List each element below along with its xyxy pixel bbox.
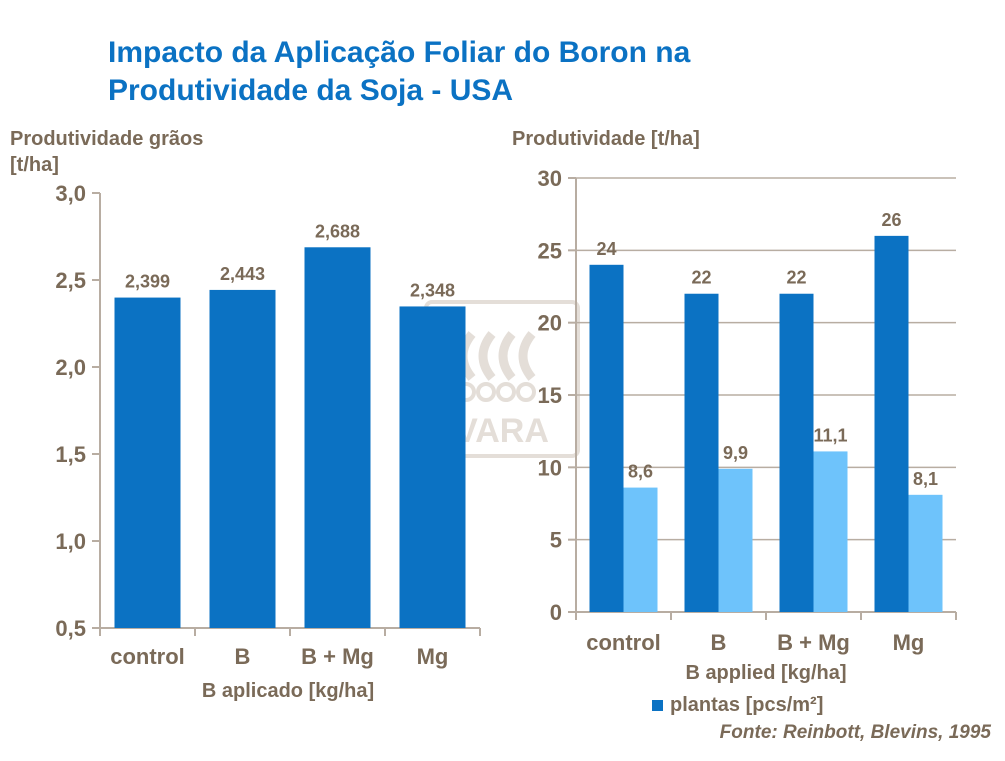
right-chart-data-label-series-2: 8,6	[628, 462, 653, 482]
right-chart-x-tick-label: B + Mg	[777, 630, 850, 655]
right-chart-x-axis-label: B applied [kg/ha]	[685, 662, 847, 684]
left-chart-x-tick-label: control	[110, 644, 185, 669]
left-chart-bar	[114, 297, 181, 628]
left-chart-x-tick-label: Mg	[417, 644, 449, 669]
right-chart-data-label-series-1: 22	[786, 268, 806, 288]
right-chart-y-tick-label: 10	[538, 455, 562, 480]
left-chart-data-label: 2,399	[125, 272, 170, 292]
right-chart-y-tick-label: 15	[538, 383, 562, 408]
legend-swatch-plantas	[652, 700, 663, 711]
right-chart-data-label-series-2: 9,9	[723, 443, 748, 463]
left-chart-bar	[304, 247, 371, 628]
right-chart-legend: plantas [pcs/m²]	[652, 694, 823, 717]
watermark-arc-4	[518, 331, 536, 381]
legend-label-plantas: plantas [pcs/m²]	[670, 694, 824, 716]
right-chart-y-tick-label: 25	[538, 238, 562, 263]
right-chart-bar-series-1	[589, 264, 624, 612]
right-chart-bar-series-1	[874, 235, 909, 612]
right-chart-y-axis-label: Produtividade [t/ha]	[512, 128, 700, 150]
right-chart-bar-series-1	[684, 293, 719, 612]
right-chart-y-tick-label: 20	[538, 311, 562, 336]
left-chart-y-tick-label: 3,0	[55, 181, 86, 206]
chart-title-line-1: Impacto da Aplicação Foliar do Boron na	[108, 36, 691, 69]
left-chart-y-axis-label-line-1: Produtividade grãos	[10, 128, 204, 150]
right-chart-y-tick-label: 30	[538, 166, 562, 191]
right-chart-bar-series-2	[623, 487, 658, 612]
right-chart-bar-series-2	[718, 468, 753, 612]
left-chart-x-tick-label: B	[235, 644, 251, 669]
right-chart-x-tick-label: B	[711, 630, 727, 655]
left-chart-bar	[399, 306, 466, 628]
watermark-arc-2	[478, 331, 496, 381]
source-citation: Fonte: Reinbott, Blevins, 1995	[719, 722, 991, 743]
left-chart-data-label: 2,443	[220, 264, 265, 284]
left-chart-y-tick-label: 1,5	[55, 442, 86, 467]
right-chart-x-tick-label: control	[586, 630, 661, 655]
left-chart-x-tick-label: B + Mg	[301, 644, 374, 669]
chart-title-line-2: Produtividade da Soja - USA	[108, 74, 514, 107]
left-chart-y-tick-label: 0,5	[55, 616, 86, 641]
right-chart-bar-series-2	[813, 451, 848, 612]
left-chart-data-label: 2,348	[410, 280, 455, 300]
left-chart-y-axis-label-line-2: [t/ha]	[10, 154, 59, 176]
right-chart-bar-series-2	[908, 494, 943, 612]
left-chart-bar	[209, 289, 276, 628]
right-chart-data-label-series-1: 26	[881, 210, 901, 230]
right-chart-x-tick-label: Mg	[893, 630, 925, 655]
right-chart-bar-series-1	[779, 293, 814, 612]
right-chart-y-tick-label: 5	[550, 528, 562, 553]
left-chart-y-tick-label: 2,5	[55, 268, 86, 293]
watermark-arc-3	[498, 331, 516, 381]
left-chart-y-tick-label: 1,0	[55, 529, 86, 554]
right-chart-data-label-series-1: 24	[596, 239, 616, 259]
watermark-ship-dot-2	[476, 382, 496, 402]
right-chart: 0 5 10 15 20 25 30 24 8,6 control 22 9,9 B 22 11,1 B + …	[538, 166, 957, 655]
watermark-ship-dot-4	[516, 382, 536, 402]
chart-title: Impacto da Aplicação Foliar do Boron na …	[108, 34, 968, 110]
watermark-ship-dot-3	[496, 382, 516, 402]
right-chart-data-label-series-2: 11,1	[813, 425, 847, 445]
watermark-text: VARA	[455, 412, 549, 450]
left-chart: 0,5 1,0 1,5 2,0 2,5 3,0 2,399 control 2,443 B 2,68…	[55, 181, 481, 669]
left-chart-y-tick-label: 2,0	[55, 355, 86, 380]
left-chart-x-axis-label: B aplicado [kg/ha]	[201, 680, 375, 702]
right-chart-data-label-series-1: 22	[691, 268, 711, 288]
right-chart-y-tick-label: 0	[550, 600, 562, 625]
left-chart-y-axis-label: Produtividade grãos [t/ha]	[10, 126, 203, 178]
left-chart-data-label: 2,688	[315, 221, 360, 241]
right-chart-data-label-series-2: 8,1	[913, 469, 938, 489]
